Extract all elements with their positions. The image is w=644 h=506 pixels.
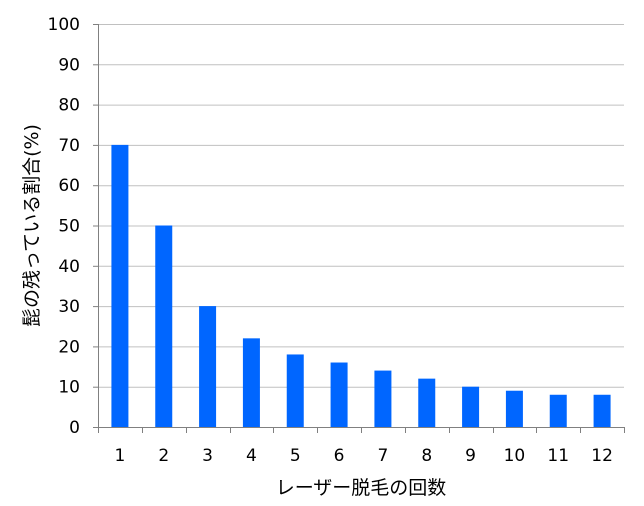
bar-11 xyxy=(549,394,567,427)
y-tick-label: 60 xyxy=(58,176,80,196)
gridlines xyxy=(98,24,624,388)
x-axis-title: レーザー脱毛の回数 xyxy=(276,477,447,499)
y-tick-label: 0 xyxy=(69,418,80,438)
y-tick-label: 30 xyxy=(58,297,80,317)
x-tick-label: 10 xyxy=(504,446,526,466)
x-tick-label: 12 xyxy=(591,446,613,466)
x-tick-label: 7 xyxy=(378,446,389,466)
bar-12 xyxy=(593,394,611,427)
y-tick-labels: 0 10 20 30 40 50 60 70 80 90 100 xyxy=(48,15,80,438)
bar-1 xyxy=(111,144,129,427)
x-tick-labels: 1 2 3 4 5 6 7 8 9 10 11 12 xyxy=(115,446,613,466)
y-axis-title: 髭の残っている割合(%) xyxy=(21,124,43,327)
x-tick-label: 8 xyxy=(421,446,432,466)
bar-3 xyxy=(199,306,217,427)
y-tick-label: 50 xyxy=(58,217,80,237)
bar-5 xyxy=(286,354,304,427)
x-tick-label: 6 xyxy=(334,446,345,466)
y-tick-label: 90 xyxy=(58,55,80,75)
bar-8 xyxy=(418,378,436,427)
y-tick-label: 80 xyxy=(58,96,80,116)
bars xyxy=(111,144,611,427)
y-tick-label: 10 xyxy=(58,378,80,398)
bar-2 xyxy=(155,225,173,427)
y-tick-label: 40 xyxy=(58,257,80,277)
x-tick-label: 1 xyxy=(115,446,126,466)
x-tick-label: 11 xyxy=(547,446,569,466)
y-tick-label: 100 xyxy=(48,15,80,35)
x-tick-label: 4 xyxy=(246,446,257,466)
bar-10 xyxy=(505,390,523,427)
bar-4 xyxy=(242,338,260,427)
bar-9 xyxy=(462,386,480,427)
y-tick-label: 70 xyxy=(58,136,80,156)
bar-6 xyxy=(330,362,348,427)
axes xyxy=(93,24,625,433)
x-tick-label: 3 xyxy=(202,446,213,466)
x-tick-label: 2 xyxy=(158,446,169,466)
y-tick-label: 20 xyxy=(58,337,80,357)
x-tick-label: 9 xyxy=(465,446,476,466)
bar-7 xyxy=(374,370,392,427)
x-tick-label: 5 xyxy=(290,446,301,466)
